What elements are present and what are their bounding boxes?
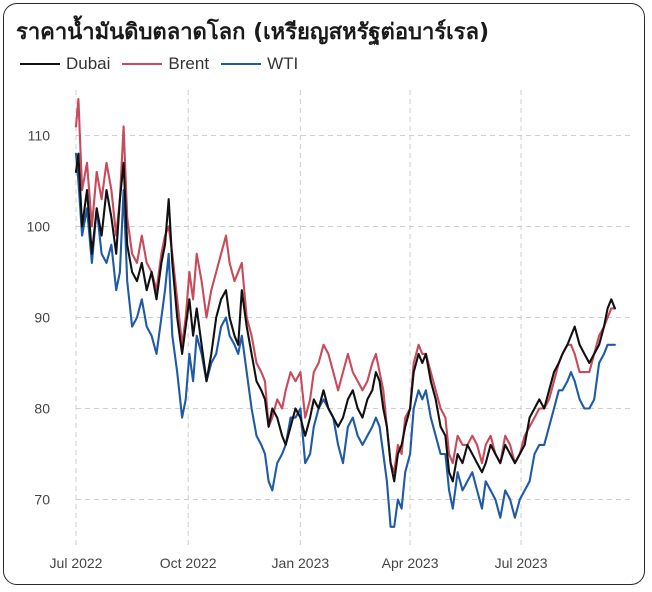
series-line-brent — [74, 98, 616, 474]
series-line-dubai — [74, 152, 616, 483]
legend-item-dubai: Dubai — [20, 54, 110, 74]
y-tick-label: 70 — [34, 492, 50, 508]
legend-item-wti: WTI — [221, 54, 298, 74]
x-tick-label: Jan 2023 — [272, 555, 330, 571]
x-tick-label: Jul 2022 — [50, 555, 103, 571]
y-tick-label: 80 — [34, 401, 50, 417]
legend-swatch-wti — [221, 62, 262, 66]
y-tick-label: 110 — [28, 128, 51, 144]
x-axis-ticks: Jul 2022 Oct 2022 Jan 2023 Apr 2023 Jul 2023 — [50, 555, 548, 571]
legend-label-brent: Brent — [168, 54, 210, 73]
chart-title: ราคาน้ำมันดิบตลาดโลก (เหรียญสหรัฐต่อบาร์… — [16, 20, 490, 45]
legend-item-brent: Brent — [122, 54, 209, 74]
legend-swatch-dubai — [20, 62, 60, 66]
y-tick-label: 100 — [27, 219, 51, 235]
gridlines — [75, 90, 632, 545]
y-axis-ticks: 70 80 90 100 110 — [27, 128, 51, 508]
series-lines — [74, 98, 616, 528]
x-tick-label: Apr 2023 — [382, 555, 439, 571]
legend: Dubai Brent WTI — [20, 54, 310, 74]
x-tick-label: Jul 2023 — [495, 555, 548, 571]
y-tick-label: 90 — [34, 310, 50, 326]
chart-frame — [3, 3, 645, 585]
series-line-wti — [74, 152, 616, 528]
x-tick-label: Oct 2022 — [160, 555, 217, 571]
legend-label-wti: WTI — [267, 54, 299, 73]
legend-swatch-brent — [122, 62, 163, 66]
legend-label-dubai: Dubai — [66, 54, 111, 73]
